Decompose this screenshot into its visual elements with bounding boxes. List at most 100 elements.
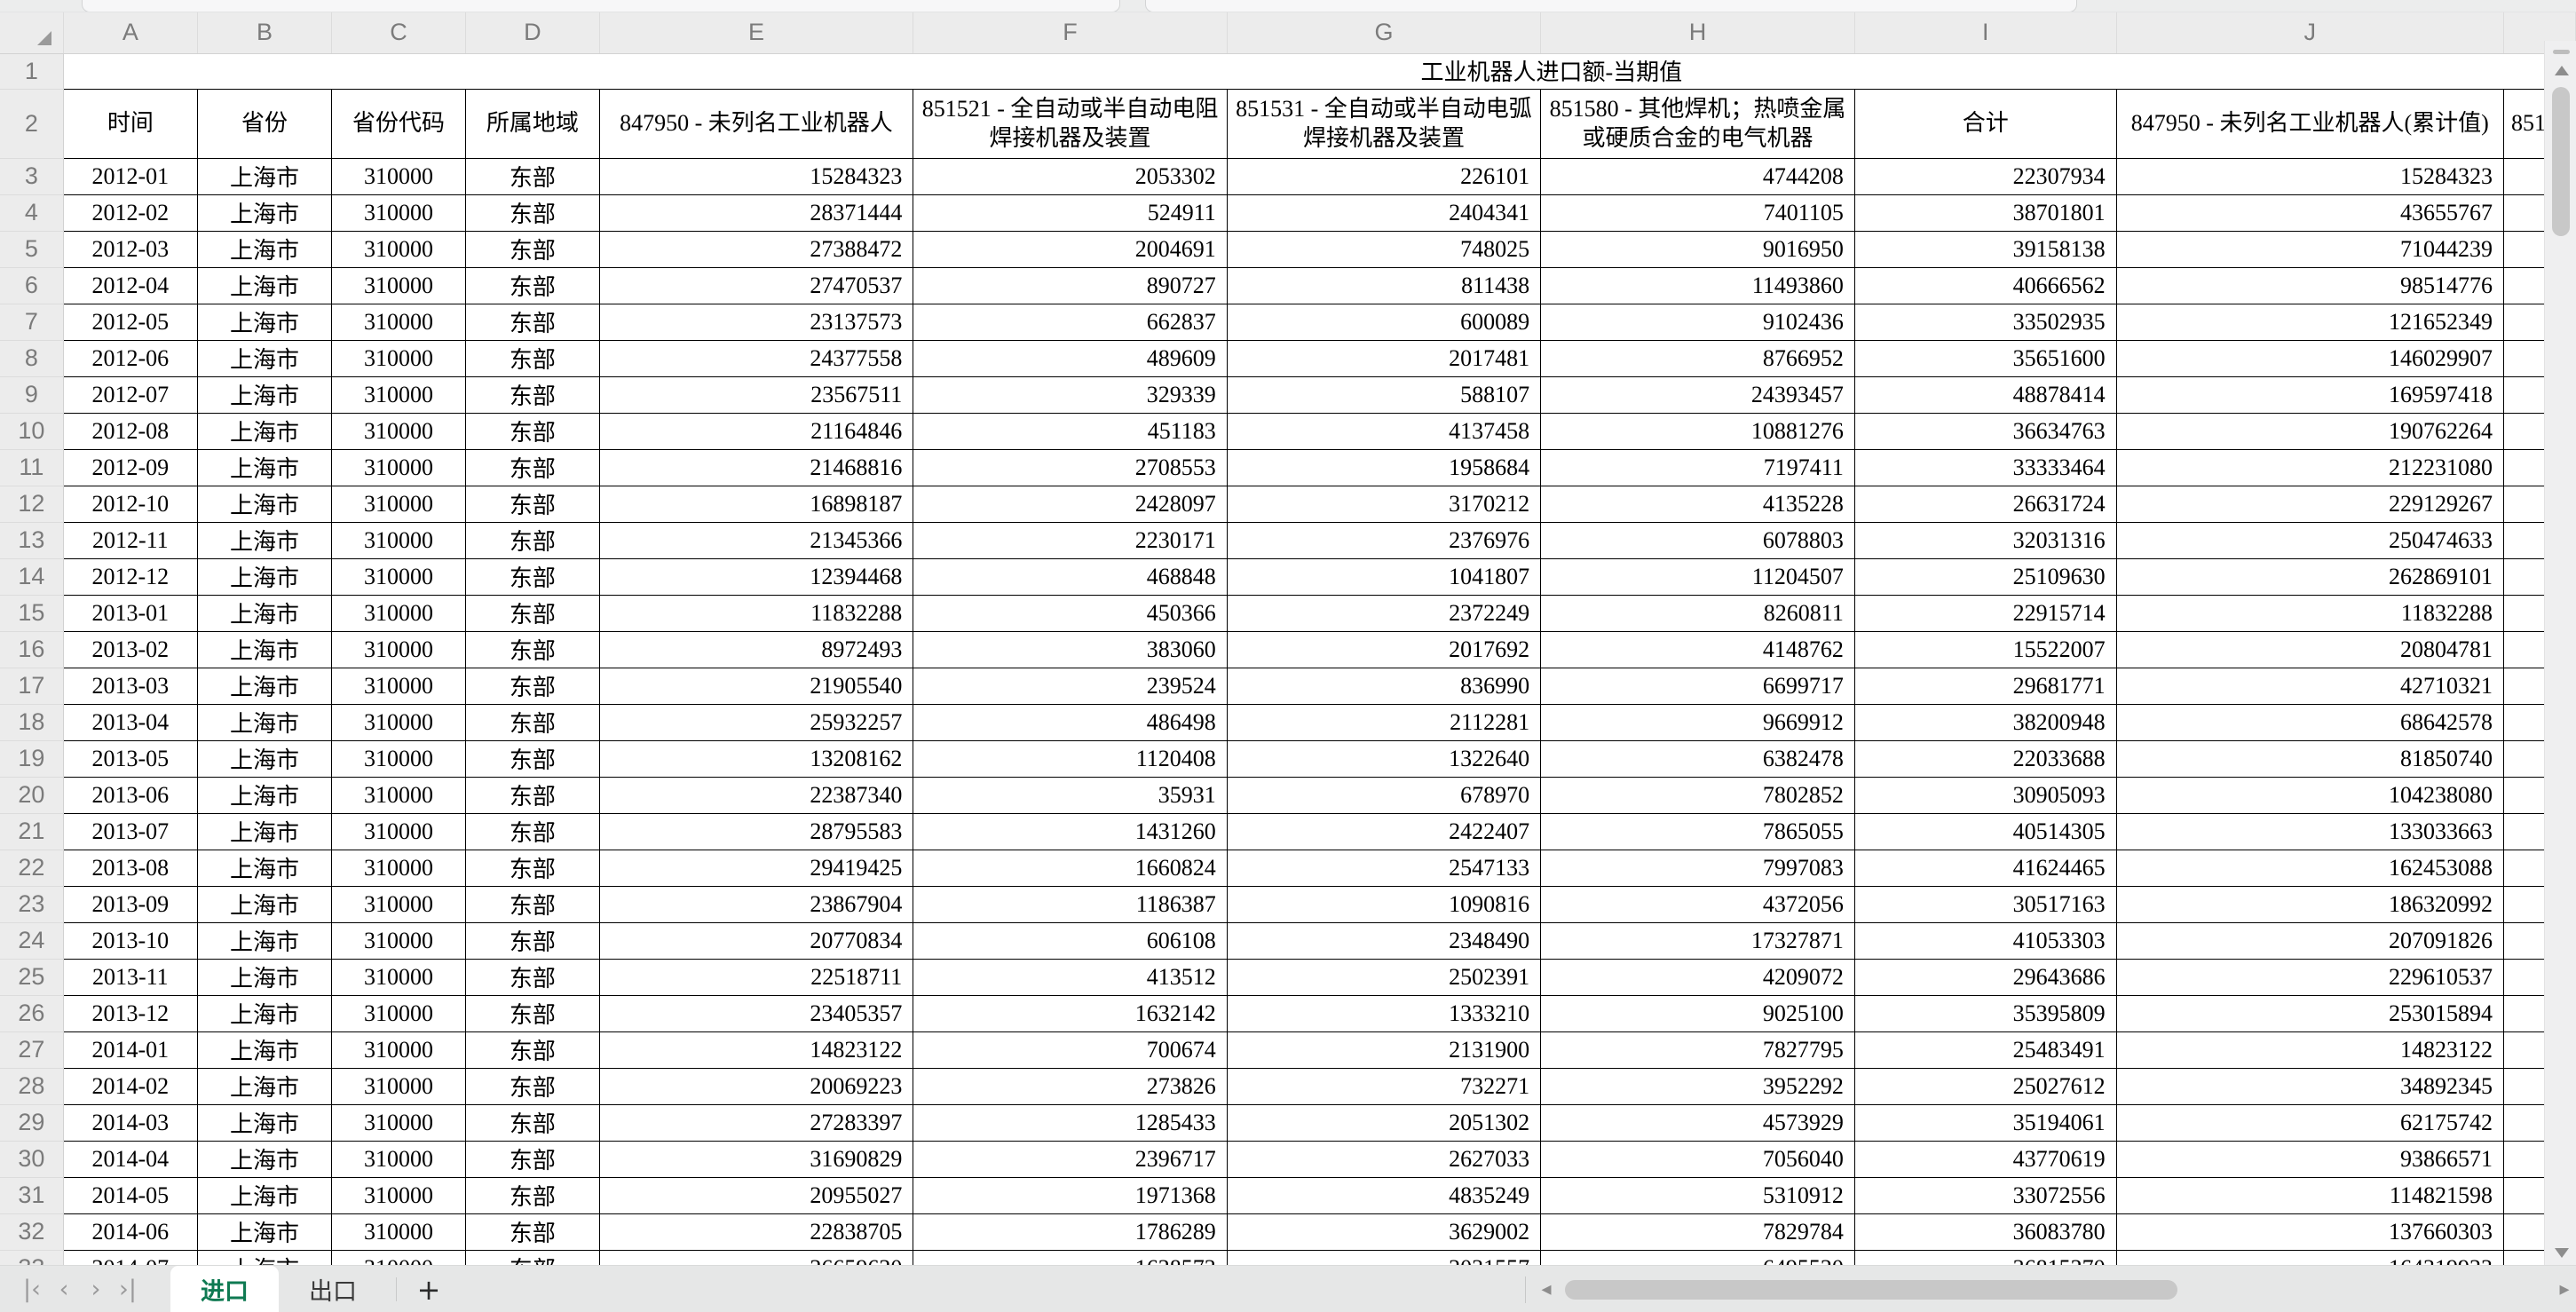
horizontal-scroll-track[interactable] bbox=[1565, 1279, 2177, 1300]
cell-847950-cumulative-row-3[interactable]: 15284323 bbox=[2115, 157, 2504, 195]
table-row[interactable]: 19 2013-05 上海市 310000 东部 13208162 1120408 13226… bbox=[0, 739, 2576, 778]
row-header-22[interactable]: 22 bbox=[0, 850, 64, 887]
cell-847950-cumulative-row-7[interactable]: 121652349 bbox=[2115, 303, 2504, 341]
row-header-25[interactable]: 25 bbox=[0, 959, 64, 996]
cell-time-row-11[interactable]: 2012-09 bbox=[62, 448, 198, 486]
cell-851580-row-24[interactable]: 17327871 bbox=[1540, 921, 1855, 960]
cell-851580-row-22[interactable]: 7997083 bbox=[1540, 849, 1855, 887]
cell-851531-row-15[interactable]: 2372249 bbox=[1226, 594, 1542, 632]
cell-total-row-24[interactable]: 41053303 bbox=[1853, 921, 2117, 960]
cell-time-row-16[interactable]: 2013-02 bbox=[62, 630, 198, 668]
cell-851580-row-28[interactable]: 3952292 bbox=[1540, 1067, 1855, 1105]
cell-province-code-row-9[interactable]: 310000 bbox=[330, 375, 467, 414]
cell-847950-row-16[interactable]: 8972493 bbox=[598, 630, 914, 668]
cell-total-row-30[interactable]: 43770619 bbox=[1853, 1140, 2117, 1178]
cell-province-row-16[interactable]: 上海市 bbox=[196, 630, 333, 668]
grid-viewport[interactable]: A B C D E F G H I J 1 工业机器人进口额-当期值 bbox=[0, 12, 2576, 1265]
cell-total-row-17[interactable]: 29681771 bbox=[1853, 667, 2117, 705]
cell-province-code-row-8[interactable]: 310000 bbox=[330, 339, 467, 377]
cell-province-row-20[interactable]: 上海市 bbox=[196, 776, 333, 814]
horizontal-scrollbar[interactable]: ◂ ▸ bbox=[1525, 1266, 2576, 1312]
cell-847950-cumulative-row-6[interactable]: 98514776 bbox=[2115, 266, 2504, 304]
cell-851580-row-27[interactable]: 7827795 bbox=[1540, 1031, 1855, 1069]
cell-847950-row-28[interactable]: 20069223 bbox=[598, 1067, 914, 1105]
cell-851580-row-10[interactable]: 10881276 bbox=[1540, 412, 1855, 450]
table-row[interactable]: 20 2013-06 上海市 310000 东部 22387340 35931 678970 7… bbox=[0, 776, 2576, 814]
cell-847950-row-14[interactable]: 12394468 bbox=[598, 557, 914, 596]
table-row[interactable]: 8 2012-06 上海市 310000 东部 24377558 489609 2017481… bbox=[0, 339, 2576, 377]
cell-province-code-row-23[interactable]: 310000 bbox=[330, 885, 467, 923]
table-row[interactable]: 32 2014-06 上海市 310000 东部 22838705 1786289 36290… bbox=[0, 1213, 2576, 1251]
cell-851580-row-18[interactable]: 9669912 bbox=[1540, 703, 1855, 741]
cell-847950-cumulative-row-22[interactable]: 162453088 bbox=[2115, 849, 2504, 887]
cell-time-row-14[interactable]: 2012-12 bbox=[62, 557, 198, 596]
cell-region-row-13[interactable]: 东部 bbox=[465, 521, 600, 559]
cell-851521-row-25[interactable]: 413512 bbox=[913, 958, 1228, 996]
cell-851521-row-3[interactable]: 2053302 bbox=[913, 157, 1228, 195]
cell-time-row-25[interactable]: 2013-11 bbox=[62, 958, 198, 996]
cell-847950-cumulative-row-8[interactable]: 146029907 bbox=[2115, 339, 2504, 377]
cell-851521-row-16[interactable]: 383060 bbox=[913, 630, 1228, 668]
add-sheet-button[interactable]: + bbox=[416, 1272, 441, 1307]
cell-time-row-5[interactable]: 2012-03 bbox=[62, 230, 198, 268]
cell-851531-row-33[interactable]: 2031557 bbox=[1226, 1249, 1542, 1265]
cell-total-row-20[interactable]: 30905093 bbox=[1853, 776, 2117, 814]
cell-province-row-9[interactable]: 上海市 bbox=[196, 375, 333, 414]
table-row[interactable]: 22 2013-08 上海市 310000 东部 29419425 1660824 25471… bbox=[0, 849, 2576, 887]
table-row[interactable]: 18 2013-04 上海市 310000 东部 25932257 486498 211228… bbox=[0, 703, 2576, 741]
row-header-30[interactable]: 30 bbox=[0, 1141, 64, 1178]
cell-847950-cumulative-row-13[interactable]: 250474633 bbox=[2115, 521, 2504, 559]
cell-851580-row-23[interactable]: 4372056 bbox=[1540, 885, 1855, 923]
header-cell-province[interactable]: 省份 bbox=[196, 88, 333, 159]
cell-851521-row-24[interactable]: 606108 bbox=[913, 921, 1228, 960]
cell-847950-row-3[interactable]: 15284323 bbox=[598, 157, 914, 195]
cell-region-row-21[interactable]: 东部 bbox=[465, 812, 600, 850]
table-row[interactable]: 31 2014-05 上海市 310000 东部 20955027 1971368 48352… bbox=[0, 1176, 2576, 1214]
cell-region-row-25[interactable]: 东部 bbox=[465, 958, 600, 996]
cell-province-row-21[interactable]: 上海市 bbox=[196, 812, 333, 850]
cell-province-row-26[interactable]: 上海市 bbox=[196, 994, 333, 1032]
cell-847950-cumulative-row-16[interactable]: 20804781 bbox=[2115, 630, 2504, 668]
table-row[interactable]: 16 2013-02 上海市 310000 东部 8972493 383060 2017692… bbox=[0, 630, 2576, 668]
cell-region-row-31[interactable]: 东部 bbox=[465, 1176, 600, 1214]
vertical-scroll-thumb[interactable] bbox=[2552, 87, 2570, 236]
row-header-2[interactable]: 2 bbox=[0, 89, 64, 159]
row-header-8[interactable]: 8 bbox=[0, 340, 64, 377]
cell-851521-row-4[interactable]: 524911 bbox=[913, 194, 1228, 232]
cell-region-row-7[interactable]: 东部 bbox=[465, 303, 600, 341]
cell-province-code-row-32[interactable]: 310000 bbox=[330, 1213, 467, 1251]
cell-region-row-3[interactable]: 东部 bbox=[465, 157, 600, 195]
cell-province-code-row-18[interactable]: 310000 bbox=[330, 703, 467, 741]
sheet-tab-import[interactable]: 进口 bbox=[170, 1266, 279, 1312]
cell-time-row-19[interactable]: 2013-05 bbox=[62, 739, 198, 778]
cell-847950-row-24[interactable]: 20770834 bbox=[598, 921, 914, 960]
cell-851521-row-23[interactable]: 1186387 bbox=[913, 885, 1228, 923]
cell-region-row-12[interactable]: 东部 bbox=[465, 485, 600, 523]
cell-851531-row-7[interactable]: 600089 bbox=[1226, 303, 1542, 341]
cell-time-row-18[interactable]: 2013-04 bbox=[62, 703, 198, 741]
cell-851531-row-6[interactable]: 811438 bbox=[1226, 266, 1542, 304]
cell-851521-row-19[interactable]: 1120408 bbox=[913, 739, 1228, 778]
column-header-j[interactable]: J bbox=[2116, 12, 2504, 54]
cell-851531-row-12[interactable]: 3170212 bbox=[1226, 485, 1542, 523]
row-header-32[interactable]: 32 bbox=[0, 1213, 64, 1251]
table-row[interactable]: 6 2012-04 上海市 310000 东部 27470537 890727 811438 1… bbox=[0, 266, 2576, 304]
cell-province-row-15[interactable]: 上海市 bbox=[196, 594, 333, 632]
cell-847950-cumulative-row-5[interactable]: 71044239 bbox=[2115, 230, 2504, 268]
cell-851580-row-9[interactable]: 24393457 bbox=[1540, 375, 1855, 414]
cell-851521-row-10[interactable]: 451183 bbox=[913, 412, 1228, 450]
cell-847950-cumulative-row-12[interactable]: 229129267 bbox=[2115, 485, 2504, 523]
column-header-e[interactable]: E bbox=[599, 12, 914, 54]
scroll-up-arrow-icon[interactable] bbox=[2555, 66, 2569, 75]
cell-total-row-23[interactable]: 30517163 bbox=[1853, 885, 2117, 923]
cell-province-row-19[interactable]: 上海市 bbox=[196, 739, 333, 778]
table-row[interactable]: 14 2012-12 上海市 310000 东部 12394468 468848 104180… bbox=[0, 557, 2576, 596]
chrome-tab-partial-1[interactable] bbox=[82, 0, 1120, 12]
sheet-grid[interactable]: A B C D E F G H I J 1 工业机器人进口额-当期值 bbox=[0, 12, 2576, 1265]
cell-region-row-10[interactable]: 东部 bbox=[465, 412, 600, 450]
cell-time-row-29[interactable]: 2014-03 bbox=[62, 1103, 198, 1142]
cell-851580-row-3[interactable]: 4744208 bbox=[1540, 157, 1855, 195]
cell-province-code-row-28[interactable]: 310000 bbox=[330, 1067, 467, 1105]
row-header-28[interactable]: 28 bbox=[0, 1068, 64, 1105]
cell-847950-cumulative-row-24[interactable]: 207091826 bbox=[2115, 921, 2504, 960]
